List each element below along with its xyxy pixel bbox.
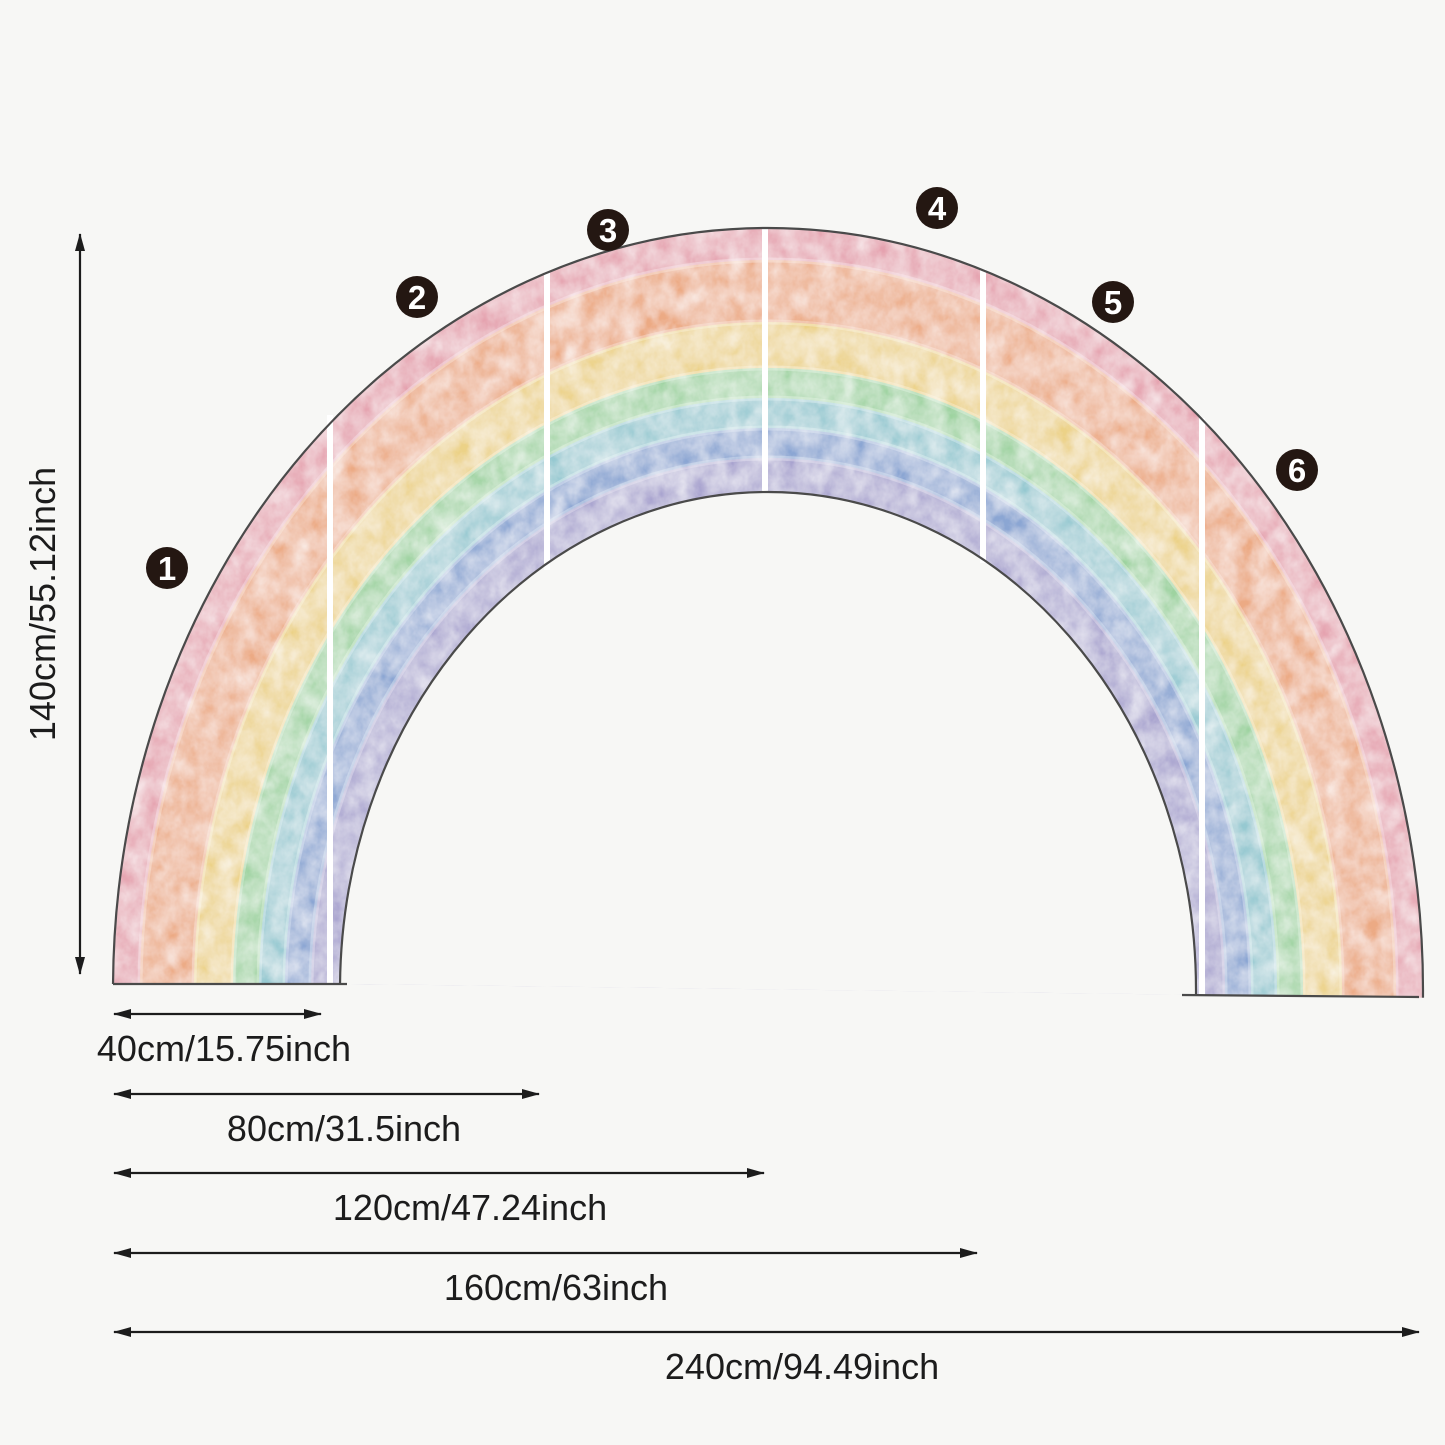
- panel-badge-6-label: 6: [1288, 452, 1306, 489]
- panel-badge-2-label: 2: [408, 279, 426, 316]
- height-label: 140cm/55.12inch: [22, 467, 63, 741]
- panel-badge-3: [587, 209, 629, 251]
- width-label-40cm: 40cm/15.75inch: [97, 1028, 351, 1069]
- width-label-240cm: 240cm/94.49inch: [665, 1346, 939, 1387]
- panel-badge-2: [396, 276, 438, 318]
- panel-divider-1-2: [327, 415, 333, 985]
- panel-badge-5-label: 5: [1104, 284, 1122, 321]
- width-label-160cm: 160cm/63inch: [444, 1267, 668, 1308]
- panel-badge-4: [916, 187, 958, 229]
- panel-badge-3-label: 3: [599, 212, 617, 249]
- leg-bottom-outline: [113, 982, 1420, 999]
- panel-divider-2-3: [544, 272, 550, 570]
- height-dimension: 140cm/55.12inch: [22, 233, 85, 975]
- panel-divider-4-5: [980, 269, 986, 563]
- panel-divider-5-6: [1199, 418, 1205, 996]
- panel-badge-5: [1092, 281, 1134, 323]
- width-dimensions: 40cm/15.75inch 80cm/31.5inch 120cm/47.24…: [97, 1009, 1420, 1387]
- panel-badge-1-label: 1: [158, 550, 176, 587]
- width-label-80cm: 80cm/31.5inch: [227, 1108, 461, 1149]
- panel-badge-1: [146, 547, 188, 589]
- panel-badges: 1 2 3 4 5 6: [146, 187, 1318, 589]
- width-label-120cm: 120cm/47.24inch: [333, 1187, 607, 1228]
- panel-divider-3-4: [762, 227, 768, 493]
- panel-badge-6: [1276, 449, 1318, 491]
- panel-badge-4-label: 4: [928, 190, 947, 227]
